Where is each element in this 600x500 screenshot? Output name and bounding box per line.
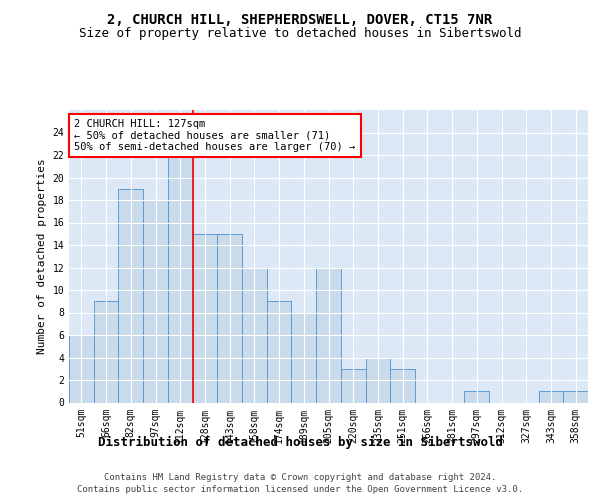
Bar — [341, 369, 365, 402]
Text: Contains HM Land Registry data © Crown copyright and database right 2024.: Contains HM Land Registry data © Crown c… — [104, 472, 496, 482]
Text: 2 CHURCH HILL: 127sqm
← 50% of detached houses are smaller (71)
50% of semi-deta: 2 CHURCH HILL: 127sqm ← 50% of detached … — [74, 119, 355, 152]
Bar — [242, 268, 267, 402]
Text: Contains public sector information licensed under the Open Government Licence v3: Contains public sector information licen… — [77, 485, 523, 494]
Bar — [94, 301, 118, 402]
Bar — [193, 234, 217, 402]
Bar — [143, 200, 168, 402]
Bar — [365, 358, 390, 403]
Bar — [267, 301, 292, 402]
Bar — [563, 391, 588, 402]
Text: 2, CHURCH HILL, SHEPHERDSWELL, DOVER, CT15 7NR: 2, CHURCH HILL, SHEPHERDSWELL, DOVER, CT… — [107, 12, 493, 26]
Bar — [292, 312, 316, 402]
Text: Size of property relative to detached houses in Sibertswold: Size of property relative to detached ho… — [79, 28, 521, 40]
Bar — [118, 188, 143, 402]
Bar — [539, 391, 563, 402]
Bar — [464, 391, 489, 402]
Text: Distribution of detached houses by size in Sibertswold: Distribution of detached houses by size … — [97, 436, 503, 449]
Bar — [217, 234, 242, 402]
Bar — [316, 268, 341, 402]
Bar — [390, 369, 415, 402]
Y-axis label: Number of detached properties: Number of detached properties — [37, 158, 47, 354]
Bar — [168, 155, 193, 402]
Bar — [69, 335, 94, 402]
